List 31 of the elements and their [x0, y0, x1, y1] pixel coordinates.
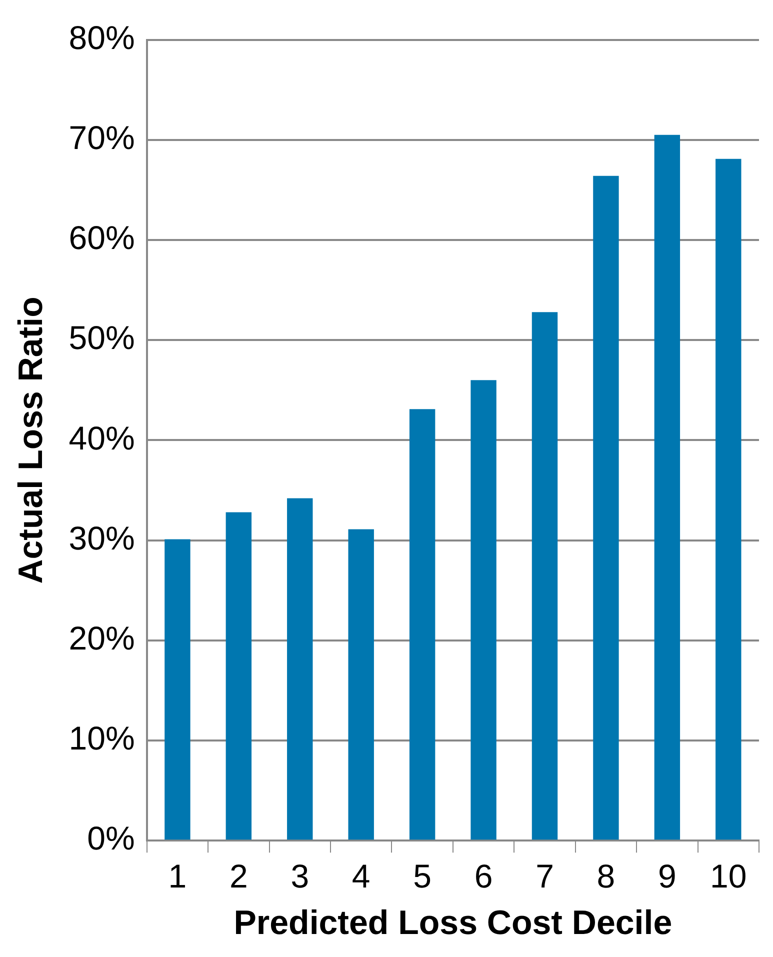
bar: [287, 498, 313, 840]
bar: [716, 158, 742, 840]
y-tick-label: 50%: [68, 319, 135, 356]
x-tick-label: 6: [474, 857, 493, 894]
x-tick-label: 10: [710, 857, 747, 894]
y-tick-label: 80%: [68, 18, 135, 56]
x-tick-label: 3: [290, 857, 310, 894]
x-tick-label: 2: [229, 857, 248, 894]
y-tick-label: 10%: [68, 720, 135, 757]
bar: [532, 312, 558, 840]
x-tick-label: 8: [596, 857, 616, 894]
y-tick-label: 20%: [68, 619, 135, 656]
x-tick-label: 5: [413, 857, 432, 894]
y-axis-title: Actual Loss Ratio: [12, 296, 50, 584]
bar: [409, 409, 436, 840]
bar: [470, 380, 496, 840]
y-tick-label: 40%: [68, 419, 135, 456]
y-tick-label: 70%: [68, 118, 135, 156]
bar: [654, 134, 680, 840]
bar: [593, 176, 619, 840]
y-tick-label: 0%: [87, 820, 135, 857]
x-axis-title: Predicted Loss Cost Decile: [234, 904, 672, 942]
x-tick-label: 4: [352, 857, 370, 894]
bar: [164, 539, 190, 840]
x-tick-label: 1: [168, 857, 187, 894]
bar: [226, 512, 252, 840]
x-tick-label: 9: [658, 857, 676, 894]
bar: [348, 529, 374, 840]
y-tick-label: 60%: [68, 219, 135, 256]
y-tick-label: 30%: [68, 519, 135, 556]
x-tick-label: 7: [536, 857, 554, 894]
